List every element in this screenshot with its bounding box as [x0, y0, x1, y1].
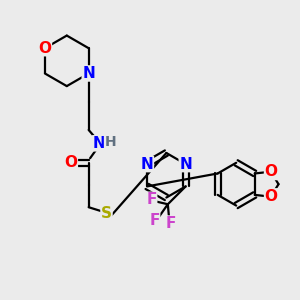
Text: H: H — [104, 135, 116, 149]
Text: S: S — [101, 206, 112, 221]
Text: N: N — [93, 136, 105, 151]
Text: N: N — [179, 157, 192, 172]
Text: O: O — [64, 155, 77, 170]
Text: F: F — [149, 213, 160, 228]
Text: N: N — [141, 157, 153, 172]
Text: O: O — [265, 189, 278, 204]
Text: O: O — [265, 164, 278, 179]
Text: N: N — [82, 66, 95, 81]
Text: F: F — [146, 192, 157, 207]
Text: F: F — [166, 216, 176, 231]
Text: O: O — [38, 41, 51, 56]
